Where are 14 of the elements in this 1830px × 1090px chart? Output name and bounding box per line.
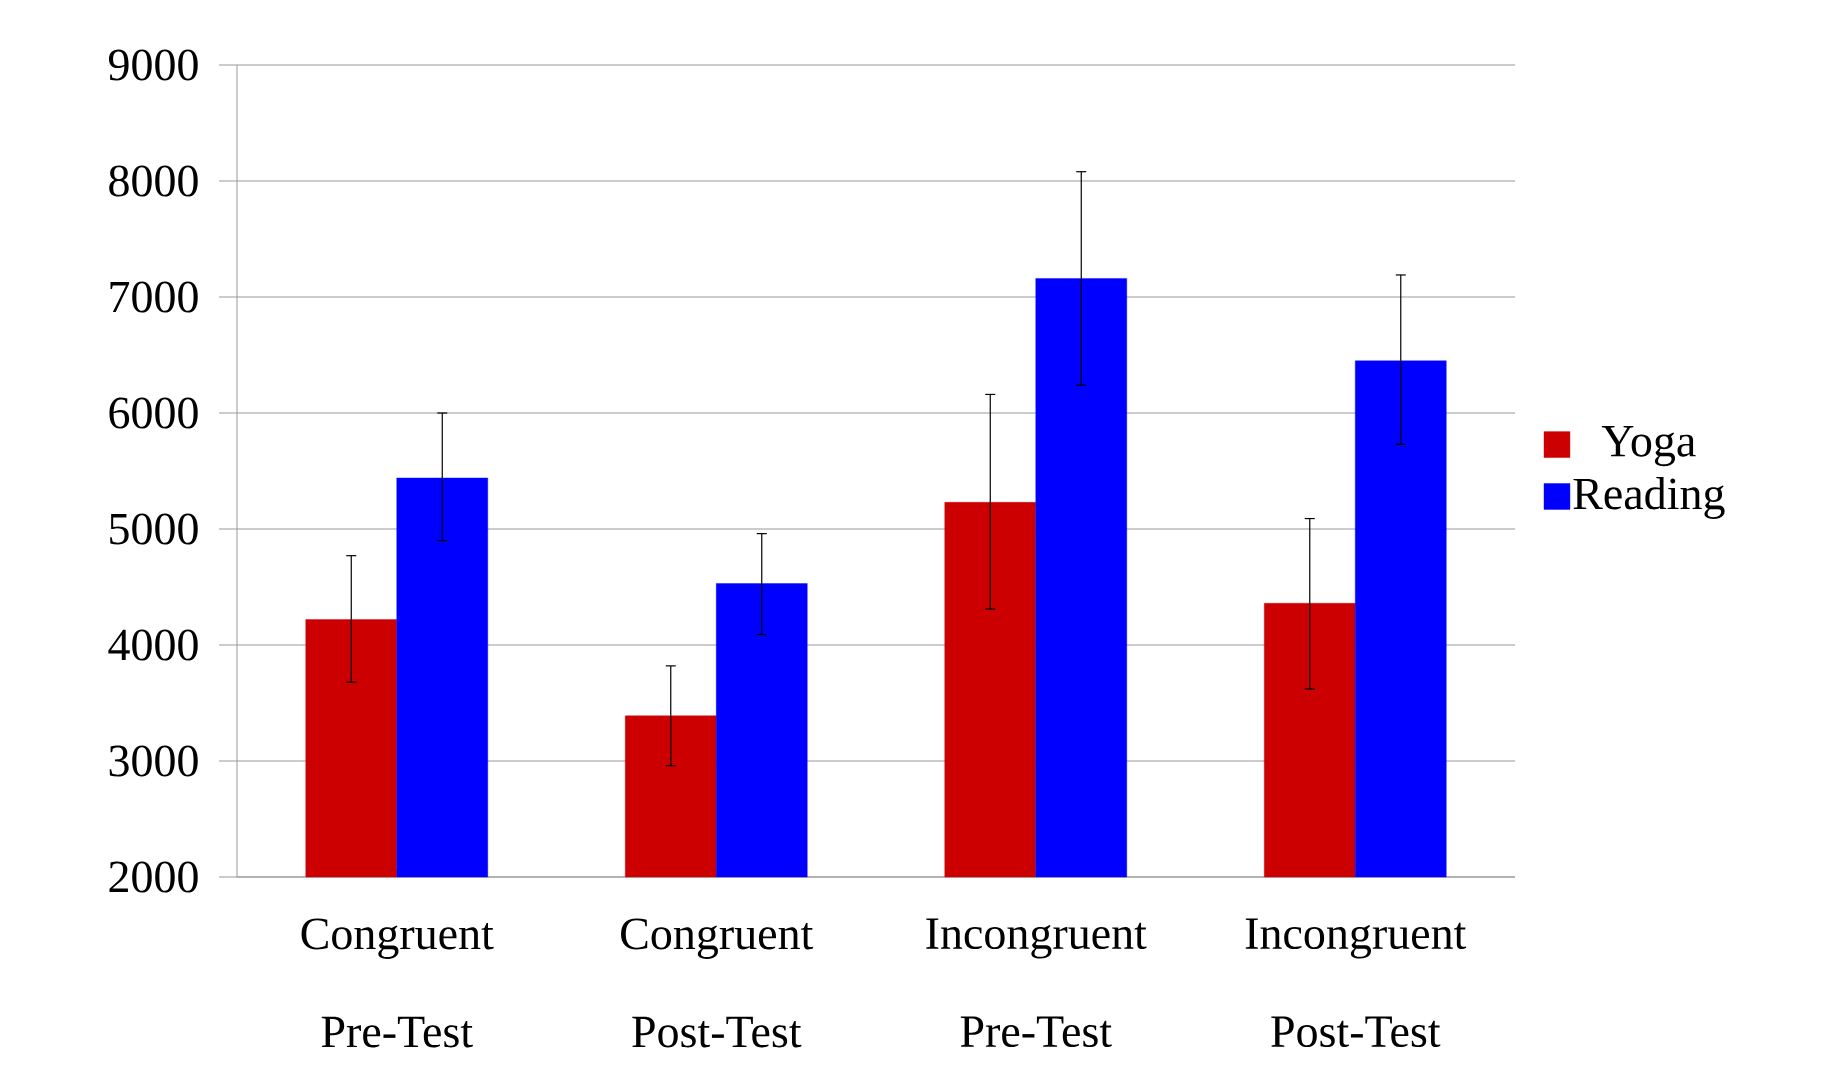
legend-label: Reading (1573, 477, 1725, 519)
y-tick-label: 4000 (108, 629, 198, 661)
y-tick-label: 3000 (109, 745, 198, 777)
y-tick-label: 8000 (109, 165, 198, 197)
category-label: Congruent Pre-Test (301, 918, 494, 1048)
category-label: Incongruent Pre-Test (926, 918, 1147, 1048)
y-tick-label: 2000 (109, 861, 198, 893)
y-tick-label: 9000 (108, 49, 198, 81)
y-tick-label: 5000 (110, 513, 198, 545)
category-label: Incongruent Post-Test (1245, 918, 1467, 1048)
y-tick-label: 6000 (109, 397, 198, 429)
legend-label: Yoga (1601, 426, 1696, 467)
y-tick-label: 7000 (110, 281, 198, 313)
category-label: Congruent Post-Test (621, 918, 814, 1048)
